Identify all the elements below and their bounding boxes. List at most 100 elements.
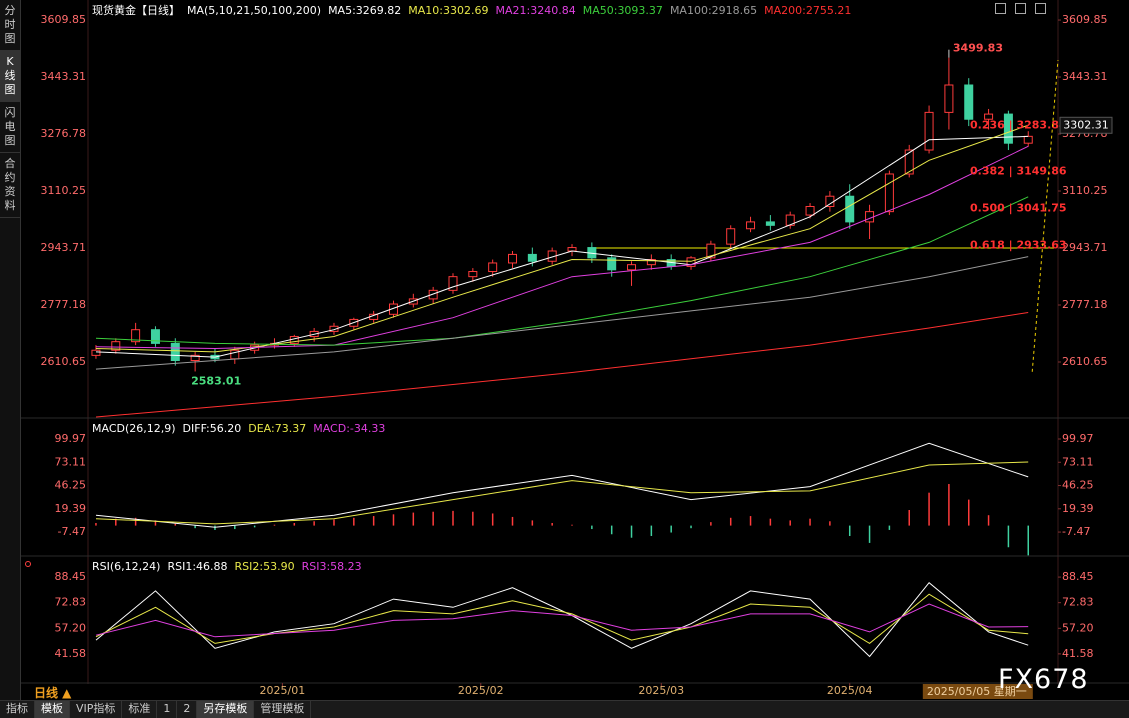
legend: RSI(6,12,24) RSI1:46.88 RSI2:53.90 RSI3:58.… (92, 560, 369, 573)
legend-entry: MA200:2755.21 (764, 4, 852, 17)
candle-body (91, 349, 101, 356)
candle-body (527, 253, 537, 262)
toolbar-button[interactable]: 1 (157, 701, 178, 718)
rsi-line (95, 603, 1029, 638)
candle-body (567, 247, 577, 252)
window-icon[interactable] (995, 3, 1006, 14)
toolbar: 指标 模板 VIP指标 标准 1 2 另存模板 管理模板 (0, 700, 1129, 718)
candle-body (488, 262, 498, 273)
last-price-box (1059, 116, 1113, 134)
sidebar-label: 分时图 (4, 4, 16, 45)
candle-body (170, 342, 180, 362)
toolbar-button[interactable]: 另存模板 (197, 701, 255, 718)
y-tick-label: 41.58 (55, 647, 87, 660)
legend: 现货黄金【日线】 MA(5,10,21,50,100,200) MA5:3269.8… (92, 2, 858, 18)
y-tick-label: 2943.71 (1062, 241, 1108, 254)
toolbar-button[interactable]: 标准 (122, 701, 158, 718)
window-icon[interactable] (1035, 3, 1046, 14)
legend-subtitle: MA(5,10,21,50,100,200) (187, 4, 322, 17)
y-tick-label: 2777.18 (1062, 298, 1108, 311)
ma-line (95, 196, 1029, 346)
candle-body (508, 253, 518, 264)
candle-body (785, 214, 795, 226)
candle-body (865, 211, 875, 223)
cursor-box (922, 684, 1033, 699)
y-tick-label: 19.39 (55, 502, 87, 515)
y-tick-label: 99.97 (1062, 432, 1094, 445)
candle-body (944, 84, 954, 113)
toolbar-button[interactable]: 模板 (35, 701, 70, 718)
y-tick-label: 3609.85 (1062, 13, 1108, 26)
candle-body (607, 257, 617, 271)
sidebar-tab[interactable]: 合约资料 (0, 153, 20, 218)
y-tick-label: 46.25 (55, 479, 87, 492)
watermark: FX678 (998, 664, 1089, 695)
sidebar-label: 合约资料 (4, 157, 16, 212)
candle-body (746, 221, 756, 230)
y-tick-label: 3609.85 (41, 13, 87, 26)
window-icon[interactable] (1015, 3, 1026, 14)
candle-body (468, 271, 478, 278)
y-tick-label: 2777.18 (41, 298, 87, 311)
candle-body (1023, 135, 1033, 144)
y-tick-label: 2610.65 (41, 355, 87, 368)
candle-body (924, 111, 934, 151)
y-tick-label: 73.11 (55, 455, 87, 468)
legend-entry: MA100:2918.65 (669, 4, 758, 17)
y-tick-label: 3110.25 (41, 184, 87, 197)
candle-body (448, 276, 458, 291)
ma-line (95, 256, 1029, 370)
sidebar-label: K线图 (4, 55, 16, 96)
y-tick-label: 19.39 (1062, 502, 1094, 515)
last-price: 3302.31 (1063, 118, 1109, 131)
y-tick-label: 3276.78 (41, 127, 87, 140)
x-tick-label: 2025/01 (260, 684, 306, 697)
legend-entry: DEA:73.37 (248, 422, 307, 435)
legend-entry: MA21:3240.84 (495, 4, 576, 17)
legend-entry: RSI3:58.23 (301, 560, 362, 573)
sidebar-tab[interactable]: K线图 (0, 51, 20, 102)
legend-entry: MACD:-34.33 (313, 422, 386, 435)
legend-entry: DIFF:56.20 (182, 422, 242, 435)
candle-body (984, 113, 994, 120)
toolbar-button[interactable]: 2 (177, 701, 198, 718)
candle-body (388, 303, 398, 315)
candle-body (150, 329, 160, 344)
candle-body (884, 173, 894, 213)
legend-entry: MA50:3093.37 (582, 4, 663, 17)
x-tick-label: 2025/02 (458, 684, 504, 697)
chart: 2610.65 2610.65 2777.18 2777.18 2943.71 2943.… (0, 0, 1129, 700)
toolbar-button[interactable]: 指标 (0, 701, 35, 718)
sidebar: 分时图 K线图闪电图合约资料 (0, 0, 21, 700)
toolbar-button[interactable]: 管理模板 (254, 701, 312, 718)
legend-entry: MA5:3269.82 (328, 4, 402, 17)
candle-body (627, 264, 637, 271)
x-tick-label: 2025/03 (638, 684, 684, 697)
background (0, 0, 1129, 700)
x-tick-label: 2025/04 (827, 684, 873, 697)
candle-body (131, 329, 141, 343)
fib-label: 0.236 | 3283.84 (970, 119, 1067, 132)
y-tick-label: 2943.71 (41, 241, 87, 254)
legend-entry: MA10:3302.69 (408, 4, 489, 17)
pane-icon (25, 561, 31, 567)
sidebar-tab[interactable]: 分时图 (0, 0, 20, 51)
y-tick-label: 3110.25 (1062, 184, 1108, 197)
y-tick-label: 88.45 (1062, 570, 1094, 583)
toolbar-button[interactable]: VIP指标 (70, 701, 123, 718)
rsi-line (95, 593, 1029, 645)
candle-body (1003, 113, 1013, 144)
legend-title: RSI(6,12,24) (92, 560, 161, 573)
y-tick-label: 57.20 (1062, 621, 1094, 634)
legend-title: MACD(26,12,9) (92, 422, 176, 435)
legend: MACD(26,12,9) DIFF:56.20 DEA:73.37 MACD:-34… (92, 422, 392, 435)
sidebar-tab[interactable]: 闪电图 (0, 102, 20, 153)
ma-line (95, 135, 1029, 358)
candle-body (765, 221, 775, 226)
candle-body (646, 259, 656, 266)
y-tick-label: 88.45 (55, 570, 87, 583)
period-label[interactable]: 日线 ▲ (34, 686, 72, 700)
y-tick-label: 46.25 (1062, 479, 1094, 492)
candle-body (904, 149, 914, 175)
ma-line (95, 312, 1029, 418)
